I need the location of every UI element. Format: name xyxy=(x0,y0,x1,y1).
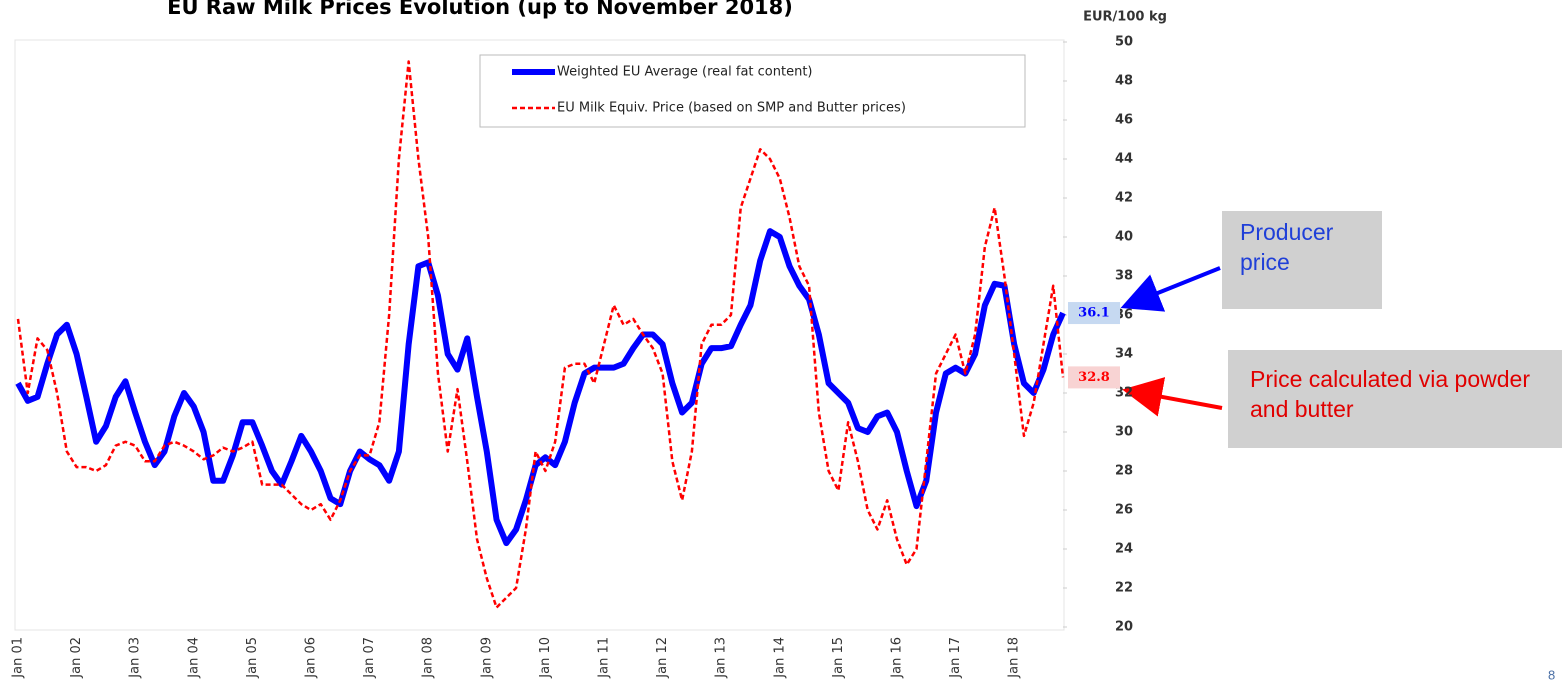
page-number: 8 xyxy=(1548,667,1555,682)
y-tick-label: 30 xyxy=(1115,425,1133,440)
series-line xyxy=(16,60,1065,609)
series-line xyxy=(15,228,1066,547)
x-tick-label: Jan 18 xyxy=(1007,637,1022,679)
x-tick-label: Jan 13 xyxy=(714,637,729,679)
plot-frame xyxy=(14,39,1065,631)
value-label-box xyxy=(1068,302,1120,325)
x-tick-label: Jan 03 xyxy=(128,637,143,679)
y-axis-label: EUR/100 kg xyxy=(1083,10,1167,25)
value-label: 32.8 xyxy=(1078,370,1110,385)
y-tick-label: 38 xyxy=(1115,269,1133,284)
y-tick-label: 32 xyxy=(1115,386,1133,401)
x-tick-label: Jan 09 xyxy=(479,637,494,679)
x-tick-label: Jan 06 xyxy=(303,637,318,679)
x-tick-label: Jan 17 xyxy=(948,637,963,679)
annotation: Producer price xyxy=(1222,211,1382,309)
legend-label: Weighted EU Average (real fat content) xyxy=(557,65,813,80)
x-tick-label: Jan 14 xyxy=(772,637,787,679)
x-tick-label: Jan 01 xyxy=(11,637,26,679)
y-tick-label: 42 xyxy=(1115,191,1133,206)
x-tick-label: Jan 11 xyxy=(596,637,611,679)
y-tick-label: 26 xyxy=(1115,503,1133,518)
value-label-box xyxy=(1068,366,1120,389)
x-tick-label: Jan 07 xyxy=(362,637,377,679)
x-tick-label: Jan 08 xyxy=(421,637,436,679)
x-tick-label: Jan 16 xyxy=(889,637,904,679)
y-tick-label: 20 xyxy=(1115,620,1133,635)
y-tick-label: 50 xyxy=(1115,35,1133,50)
x-tick-label: Jan 10 xyxy=(538,637,553,679)
y-tick-label: 22 xyxy=(1115,581,1133,596)
chart-title: EU Raw Milk Prices Evolution (up to Nove… xyxy=(167,0,793,19)
y-tick-label: 48 xyxy=(1115,74,1133,89)
x-tick-label: Jan 02 xyxy=(69,637,84,679)
legend-box xyxy=(479,54,1026,128)
y-tick-label: 24 xyxy=(1115,542,1133,557)
value-label: 36.1 xyxy=(1078,306,1110,321)
y-tick-label: 44 xyxy=(1115,152,1133,167)
y-tick-label: 46 xyxy=(1115,113,1133,128)
y-tick-label: 28 xyxy=(1115,464,1133,479)
x-tick-label: Jan 15 xyxy=(831,637,846,679)
annotation: Price calculated via powder and butter xyxy=(1228,350,1562,448)
x-tick-label: Jan 05 xyxy=(245,637,260,679)
legend-label: EU Milk Equiv. Price (based on SMP and B… xyxy=(557,101,906,116)
arrow xyxy=(1122,377,1223,417)
arrow xyxy=(1120,266,1221,312)
y-tick-label: 34 xyxy=(1115,347,1133,362)
y-tick-label: 40 xyxy=(1115,230,1133,245)
x-tick-label: Jan 04 xyxy=(186,637,201,679)
x-tick-label: Jan 12 xyxy=(655,637,670,679)
